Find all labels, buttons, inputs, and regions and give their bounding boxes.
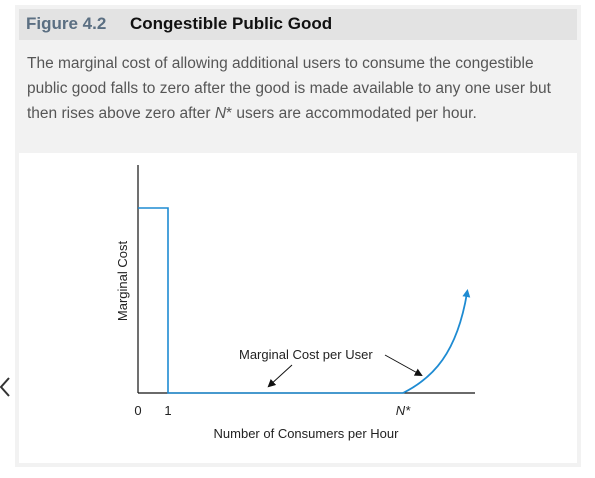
y-axis-label: Marginal Cost	[115, 241, 130, 322]
annotation-pointer-left	[267, 364, 293, 388]
x-axis-label: Number of Consumers per Hour	[214, 426, 400, 441]
marginal-cost-flat-segment	[138, 207, 403, 394]
chart-svg: 0 1 N* Number of Consumers per Hour Marg…	[115, 165, 475, 441]
caption-symbol: N	[214, 105, 227, 122]
annotation-pointer-right	[384, 354, 423, 376]
marginal-cost-rising-curve	[402, 289, 471, 394]
series-layer	[138, 207, 471, 394]
figure-header: Figure 4.2 Congestible Public Good	[19, 9, 577, 40]
figure-panel: Figure 4.2 Congestible Public Good The m…	[15, 5, 581, 467]
chevron-left-icon[interactable]	[0, 372, 14, 402]
x-tick-label-1: 1	[164, 403, 171, 418]
x-tick-label-nstar: N*	[396, 403, 411, 418]
caption-text-start: The marginal cost of allowing additional…	[27, 55, 551, 122]
chart-area: 0 1 N* Number of Consumers per Hour Marg…	[19, 153, 577, 463]
figure-title: Congestible Public Good	[130, 14, 333, 33]
curve-annotation: Marginal Cost per User	[239, 347, 373, 362]
caption-text-end: * users are accommodated per hour.	[226, 105, 477, 122]
x-tick-label-0: 0	[134, 403, 141, 418]
figure-number: Figure 4.2	[26, 14, 107, 33]
figure-caption: The marginal cost of allowing additional…	[27, 51, 572, 126]
